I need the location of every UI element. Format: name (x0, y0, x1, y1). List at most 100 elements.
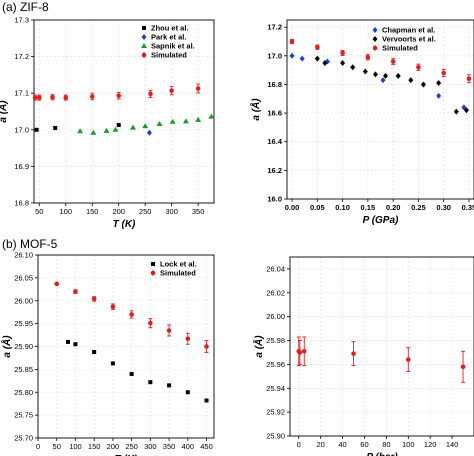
x-tick-label: 0 (36, 442, 40, 451)
data-point (169, 118, 176, 124)
x-tick-label: 150 (86, 207, 99, 216)
y-axis-label: a (Å) (252, 335, 265, 358)
series-1 (314, 55, 469, 115)
x-tick-label: 0.05 (310, 203, 325, 212)
data-point (53, 125, 58, 130)
data-point (73, 342, 78, 347)
plot-frame (37, 254, 215, 439)
x-tick-label: 20 (316, 440, 324, 449)
data-point (195, 116, 202, 122)
data-point (32, 95, 38, 100)
data-point (340, 50, 345, 56)
x-tick-label: 250 (125, 442, 138, 451)
data-point (36, 95, 42, 100)
series-3 (32, 83, 201, 101)
data-point (148, 380, 153, 385)
data-point (195, 86, 201, 91)
data-point (50, 94, 55, 100)
legend: Chapman et al.Vervoorts et al.Simulated (372, 26, 436, 53)
data-point (167, 383, 172, 388)
y-tick-label: 26.05 (14, 273, 33, 282)
data-point (289, 39, 295, 44)
data-point (91, 296, 97, 302)
x-tick-label: 0.10 (335, 203, 350, 212)
x-axis-label: T (K) (115, 454, 138, 456)
section-title-mof5: (b) MOF-5 (2, 237, 58, 251)
chart-a1: 50 100 150 200 250 300 350 16.8 16.9 17.0 17.1 17.2… (0, 16, 215, 230)
plot-frame (33, 19, 215, 204)
data-point (395, 72, 401, 79)
x-tick-label: 200 (107, 442, 120, 451)
y-tick-label: 25.98 (266, 336, 285, 345)
y-tick-label: 25.96 (266, 360, 285, 369)
series-0 (289, 52, 467, 111)
y-tick-label: 17.3 (14, 16, 29, 25)
data-point (463, 107, 469, 114)
data-point (340, 59, 346, 66)
data-point (63, 95, 69, 100)
y-tick-label: 26.04 (266, 264, 285, 273)
data-point (350, 64, 356, 71)
legend-label: Simulated (160, 269, 196, 278)
data-point (322, 59, 328, 66)
data-point (182, 118, 189, 124)
data-point (110, 361, 115, 366)
data-point (460, 364, 466, 370)
data-point (142, 123, 149, 129)
x-tick-label: 200 (112, 207, 125, 216)
legend: Lock et al.Simulated (150, 260, 197, 278)
legend-marker (372, 27, 378, 33)
x-tick-label: 40 (338, 440, 346, 449)
y-tick-label: 17.2 (14, 52, 29, 61)
legend-label: Lock et al. (160, 260, 197, 269)
plot-frame (289, 256, 474, 437)
y-tick-label: 25.70 (14, 434, 33, 443)
y-tick-label: 16.0 (267, 195, 282, 204)
data-point (301, 348, 307, 354)
legend-marker (141, 34, 147, 40)
data-point (372, 71, 378, 78)
data-point (89, 94, 95, 99)
legend-marker (372, 36, 378, 42)
legend-marker (372, 45, 378, 51)
x-tick-label: 100 (402, 440, 415, 449)
data-point (185, 390, 190, 395)
legend-label: Vervoorts et al. (382, 35, 436, 44)
x-tick-label: 0 (297, 440, 301, 449)
y-tick-label: 26.02 (266, 288, 285, 297)
data-point (416, 64, 421, 70)
x-tick-label: 120 (424, 440, 437, 449)
y-tick-label: 16.6 (267, 109, 282, 118)
y-tick-label: 26.10 (14, 251, 33, 260)
data-point (365, 54, 371, 60)
x-tick-label: 80 (382, 440, 390, 449)
y-tick-label: 25.92 (266, 408, 285, 417)
data-point (314, 55, 320, 62)
x-tick-label: 0.25 (411, 203, 426, 212)
data-point (185, 336, 191, 342)
data-point (289, 52, 295, 59)
legend-marker (141, 43, 147, 48)
data-point (466, 76, 472, 82)
x-tick-label: 60 (360, 440, 368, 449)
x-tick-label: 300 (144, 442, 157, 451)
legend-label: Park et al. (151, 33, 186, 42)
series-1 (54, 281, 209, 353)
x-tick-label: 100 (60, 207, 73, 216)
series-0 (296, 336, 466, 383)
data-point (129, 371, 134, 376)
y-tick-label: 16.8 (267, 80, 282, 89)
legend-marker (142, 26, 146, 30)
data-point (351, 351, 356, 356)
y-tick-label: 16.2 (267, 166, 282, 175)
data-point (204, 398, 209, 403)
data-point (112, 126, 119, 132)
data-point (65, 339, 70, 344)
series-0 (65, 339, 209, 403)
data-point (54, 281, 60, 287)
data-point (92, 349, 97, 354)
data-point (166, 328, 172, 333)
y-axis-label: a (Å) (0, 335, 13, 358)
y-tick-label: 25.94 (266, 384, 285, 393)
